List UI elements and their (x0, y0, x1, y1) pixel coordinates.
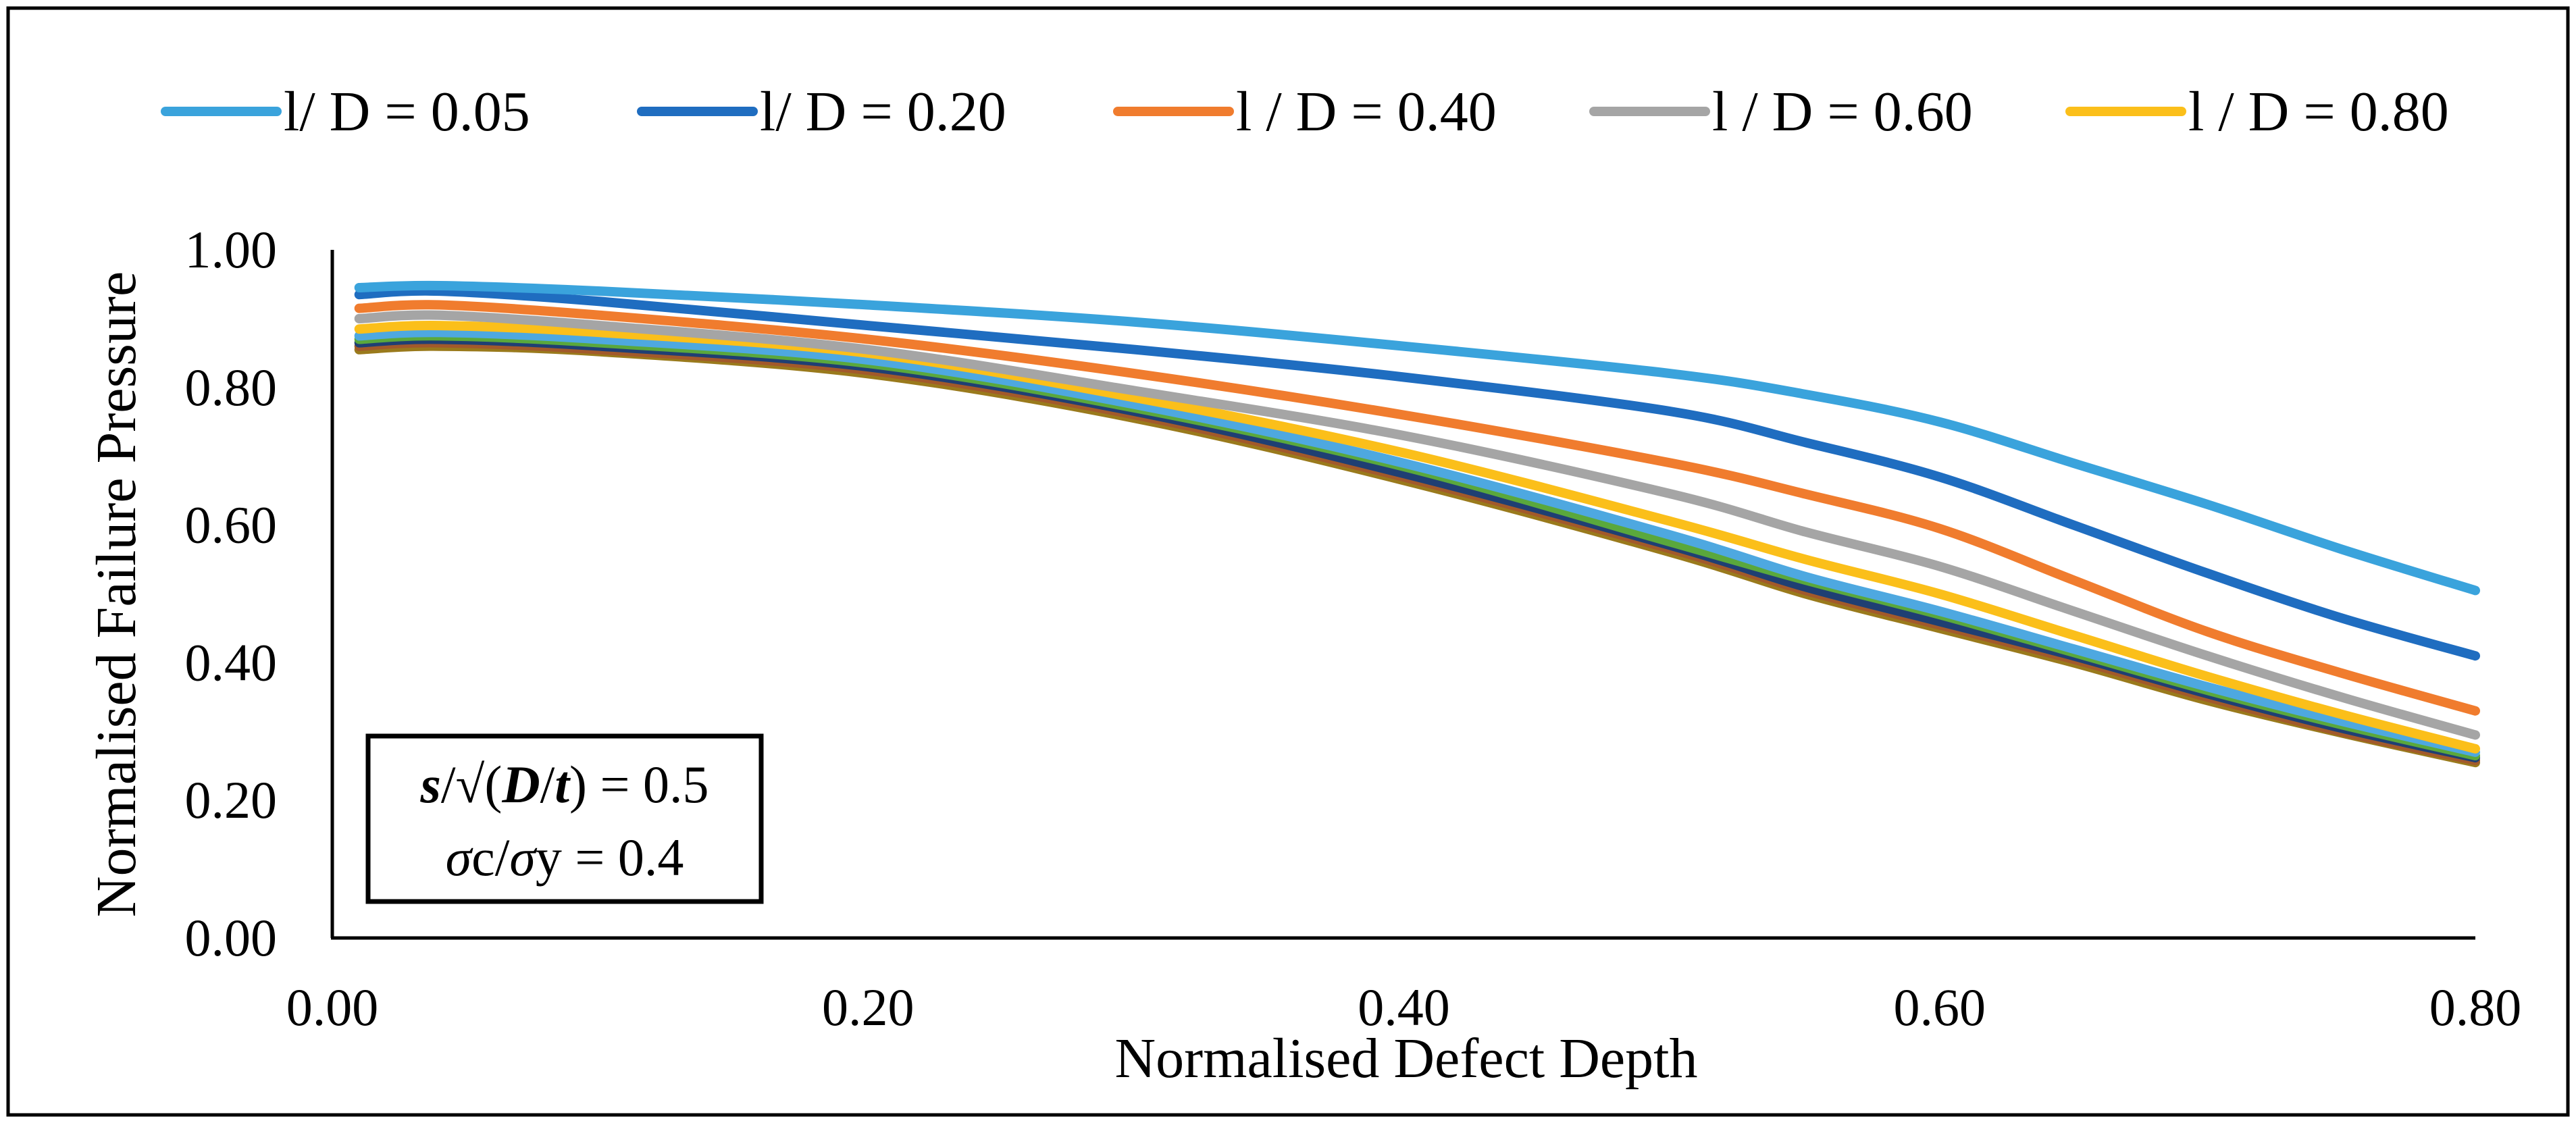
series-line (354, 300, 2480, 716)
annotation-line-1: s/√(D/t) = 0.5 (420, 755, 709, 814)
x-tick-label: 0.60 (1894, 978, 1986, 1037)
annotation-box (365, 733, 764, 904)
legend-label: l / D = 0.80 (2188, 80, 2449, 143)
x-tick-labels: 0.00 0.20 0.40 0.60 0.80 (286, 978, 2522, 1037)
x-tick-label: 0.80 (2429, 978, 2522, 1037)
y-tick-label: 0.20 (185, 771, 278, 829)
legend-item: l/ D = 0.05 (161, 80, 530, 143)
legend-label: l/ D = 0.20 (760, 80, 1006, 143)
series-layer (354, 280, 2480, 768)
y-tick-label: 0.80 (185, 358, 278, 417)
series-line (354, 286, 2480, 661)
legend-item: l/ D = 0.20 (637, 80, 1006, 143)
legend-item: l / D = 0.60 (1589, 80, 1973, 143)
series-line (354, 310, 2480, 740)
y-tick-label: 0.00 (185, 908, 278, 967)
x-axis-label: Normalised Defect Depth (1114, 1027, 1697, 1090)
legend-label: l/ D = 0.05 (284, 80, 530, 143)
y-tick-labels: 0.00 0.20 0.40 0.60 0.80 1.00 (185, 220, 278, 967)
legend: l/ D = 0.05 l/ D = 0.20 l / D = 0.40 l / D … (161, 80, 2449, 143)
legend-item: l / D = 0.40 (1113, 80, 1497, 143)
legend-label: l / D = 0.40 (1236, 80, 1497, 143)
series-line (354, 280, 2480, 596)
x-tick-label: 0.00 (286, 978, 379, 1037)
y-tick-label: 0.60 (185, 496, 278, 554)
legend-item: l / D = 0.80 (2065, 80, 2449, 143)
y-tick-label: 0.40 (185, 633, 278, 691)
series-line (354, 320, 2480, 754)
figure-border (6, 6, 2570, 1117)
x-tick-label: 0.40 (1358, 978, 1450, 1037)
x-tick-label: 0.20 (822, 978, 915, 1037)
legend-label: l / D = 0.60 (1712, 80, 1973, 143)
y-axis-label: Normalised Failure Pressure (85, 271, 148, 917)
series-line (354, 328, 2480, 757)
annotation-line-2: σc/σy = 0.4 (446, 828, 684, 887)
y-tick-label: 1.00 (185, 220, 278, 279)
